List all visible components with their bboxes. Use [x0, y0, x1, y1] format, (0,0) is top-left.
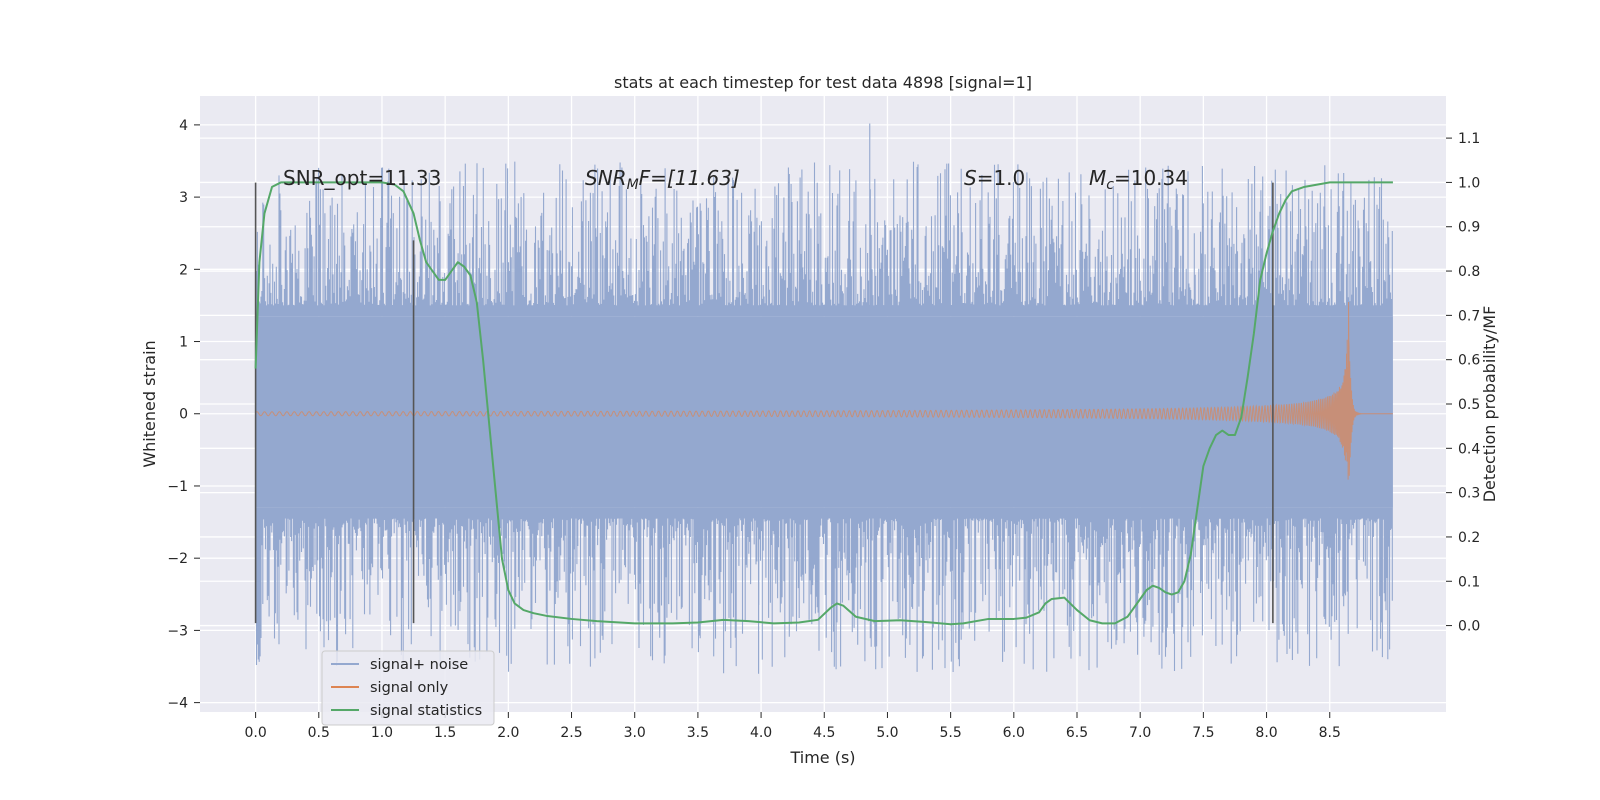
right-tick-label-8: 0.3 — [1458, 486, 1480, 502]
x-tick-label-13: 6.5 — [1066, 725, 1088, 741]
right-tick-label-6: 0.5 — [1458, 397, 1480, 413]
x-tick-label-7: 3.5 — [687, 725, 709, 741]
annotation-snr-mf: SNRMF=[11.63] — [585, 166, 740, 193]
annotation-mc-name: M — [1089, 166, 1106, 190]
left-tick-label-5: −1 — [167, 479, 188, 495]
left-tick-label-6: −2 — [167, 551, 188, 567]
y-axis-label-left: Whitened strain — [140, 340, 159, 467]
series-signal-statistics — [254, 181, 1393, 626]
annotation-snr-mf-subscript: M — [627, 177, 639, 193]
x-tick-label-6: 3.0 — [624, 725, 646, 741]
right-tick-label-5: 0.6 — [1458, 353, 1480, 369]
right-tick-label-3: 0.8 — [1458, 264, 1480, 280]
left-tick-label-1: 3 — [179, 190, 188, 206]
right-tick-label-7: 0.4 — [1458, 441, 1480, 457]
right-tick-label-0: 1.1 — [1458, 131, 1480, 147]
signal-noise-core-band — [255, 316, 1393, 508]
annotation-snr-mf-name: SNR — [585, 166, 627, 190]
vertical-markers — [254, 182, 1274, 624]
right-tick-label-1: 1.0 — [1458, 175, 1480, 191]
chart-title: stats at each timestep for test data 489… — [614, 73, 1032, 92]
x-tick-label-11: 5.5 — [940, 725, 962, 741]
legend-box — [321, 650, 495, 726]
x-tick-label-2: 1.0 — [371, 725, 393, 741]
left-tick-label-7: −3 — [167, 623, 188, 639]
right-tick-label-10: 0.1 — [1458, 574, 1480, 590]
right-tick-label-2: 0.9 — [1458, 220, 1480, 236]
x-tick-label-3: 1.5 — [434, 725, 456, 741]
annotation-snr-mf-value: F=[11.63] — [639, 166, 740, 190]
x-tick-label-12: 6.0 — [1003, 725, 1025, 741]
annotation-mc-subscript: c — [1106, 177, 1114, 193]
legend-label-stats: signal statistics — [370, 703, 482, 719]
x-tick-label-4: 2.0 — [497, 725, 519, 741]
x-tick-label-9: 4.5 — [813, 725, 835, 741]
y-axis-label-right: Detection probability/MF — [1480, 306, 1499, 503]
x-axis-label: Time (s) — [789, 748, 855, 767]
x-tick-label-5: 2.5 — [560, 725, 582, 741]
annotation-snr-opt: SNR_opt=11.33 — [283, 166, 441, 190]
left-tick-label-2: 2 — [179, 262, 188, 278]
series-signal-only — [255, 302, 1393, 480]
x-tick-label-16: 8.0 — [1255, 725, 1277, 741]
annotation-mc: Mc=10.34 — [1089, 166, 1188, 193]
x-tick-label-14: 7.0 — [1129, 725, 1151, 741]
annotation-mc-value: =10.34 — [1114, 166, 1188, 190]
left-tick-label-4: 0 — [179, 407, 188, 423]
x-tick-label-1: 0.5 — [308, 725, 330, 741]
x-axis-ticks: 0.0 0.5 1.0 1.5 2.0 2.5 3.0 3.5 4.0 4.5 5.0 5.5 6.0 6… — [244, 712, 1341, 741]
legend: signal+ noise signal only signal statist… — [321, 650, 495, 726]
x-tick-label-8: 4.0 — [750, 725, 772, 741]
x-tick-label-15: 7.5 — [1192, 725, 1214, 741]
right-tick-label-11: 0.0 — [1458, 619, 1480, 635]
x-tick-label-0: 0.0 — [244, 725, 266, 741]
legend-label-signal: signal only — [370, 680, 449, 696]
right-axis-ticks: 1.1 1.0 0.9 0.8 0.7 0.6 0.5 0.4 0.3 0.2 0.1 0.0 — [1446, 131, 1480, 635]
left-axis-ticks: 4 3 2 1 0 −1 −2 −3 −4 — [167, 118, 200, 712]
left-tick-label-0: 4 — [179, 118, 188, 134]
right-tick-label-4: 0.7 — [1458, 308, 1480, 324]
x-tick-label-17: 8.5 — [1319, 725, 1341, 741]
annotation-s-value: =1.0 — [977, 166, 1026, 190]
right-tick-label-9: 0.2 — [1458, 530, 1480, 546]
x-tick-label-10: 5.0 — [876, 725, 898, 741]
left-tick-label-3: 1 — [179, 335, 188, 351]
annotation-s-name: S — [964, 166, 977, 190]
annotation-s: S=1.0 — [964, 166, 1025, 190]
legend-label-noise: signal+ noise — [370, 657, 468, 673]
left-tick-label-8: −4 — [167, 696, 188, 712]
